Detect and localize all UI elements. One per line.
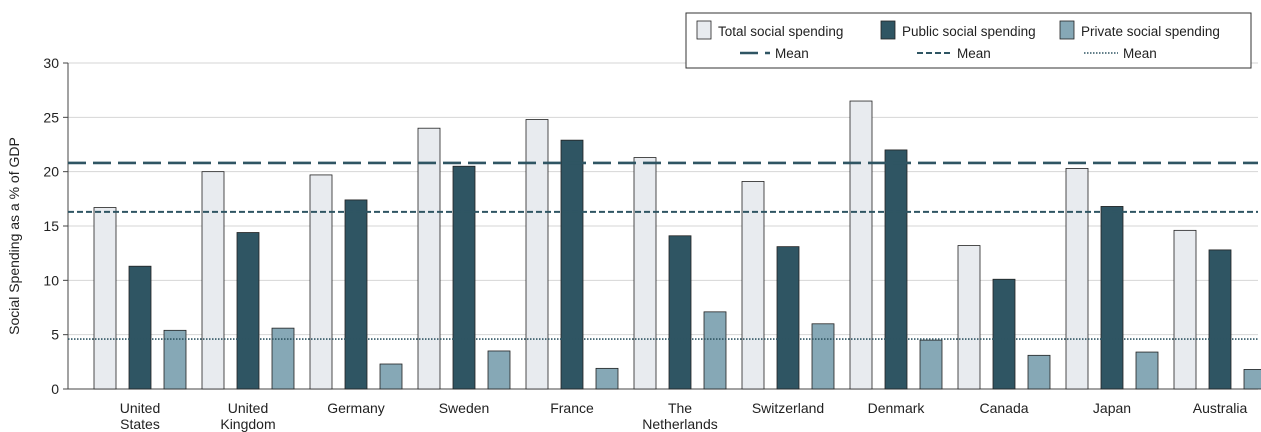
legend-mean-label: Mean <box>1123 46 1157 61</box>
bar-total <box>849 100 873 390</box>
y-tick-label: 0 <box>51 381 59 397</box>
x-category-label-line: Kingdom <box>220 416 275 432</box>
bar-private <box>379 363 403 390</box>
x-category-label-line: The <box>668 400 692 416</box>
x-category-label: Denmark <box>868 400 926 416</box>
y-tick-label: 30 <box>43 55 59 71</box>
x-category-label: France <box>550 400 594 416</box>
y-tick-label: 25 <box>43 109 59 125</box>
y-tick-label: 20 <box>43 164 59 180</box>
bar-public <box>668 235 692 390</box>
x-category-label: Sweden <box>439 400 490 416</box>
bar-total <box>633 157 657 390</box>
x-category-label-line: Canada <box>979 400 1028 416</box>
x-category-label-line: Switzerland <box>752 400 824 416</box>
x-category-label-line: France <box>550 400 594 416</box>
bar-private <box>1243 369 1261 390</box>
bar-public <box>344 199 368 390</box>
bar-public <box>1100 206 1124 390</box>
x-category-label-line: United <box>120 400 160 416</box>
bar-public <box>776 246 800 390</box>
x-category-label-line: Sweden <box>439 400 490 416</box>
legend-series-label: Total social spending <box>718 24 843 39</box>
x-category-label: United States <box>120 400 160 432</box>
bar-total <box>201 171 225 390</box>
bar-public <box>452 165 476 390</box>
bar-total <box>525 119 549 390</box>
legend-mean-label: Mean <box>775 46 809 61</box>
legend-series-label: Private social spending <box>1081 24 1220 39</box>
bar-public <box>128 265 152 390</box>
bar-total <box>93 207 117 390</box>
x-category-label: Switzerland <box>752 400 824 416</box>
bar-private <box>811 323 835 390</box>
bar-total <box>957 245 981 390</box>
x-category-label-line: States <box>120 416 160 432</box>
legend: Total social spending Public social spend… <box>685 12 1252 69</box>
x-category-label-line: Denmark <box>868 400 926 416</box>
bar-private <box>1135 351 1159 390</box>
bar-total <box>1173 229 1197 390</box>
x-category-label: The Netherlands <box>642 400 718 432</box>
x-category-label: Canada <box>979 400 1028 416</box>
bar-private <box>595 367 619 390</box>
bar-total <box>417 127 441 390</box>
bar-private <box>163 329 187 390</box>
y-axis: 0 5 10 15 20 25 30 <box>43 55 1258 397</box>
bar-total <box>741 181 765 390</box>
bar-public <box>992 278 1016 390</box>
x-category-label-line: Australia <box>1193 400 1248 416</box>
x-category-label-line: Germany <box>327 400 385 416</box>
x-category-label-line: Japan <box>1093 400 1131 416</box>
bar-public <box>236 232 260 390</box>
bar-public <box>884 149 908 390</box>
bar-total <box>309 174 333 390</box>
legend-mean-label: Mean <box>957 46 991 61</box>
bar-public <box>560 139 584 390</box>
bar-private <box>919 339 943 390</box>
bar-private <box>271 327 295 390</box>
x-category-label: Germany <box>327 400 385 416</box>
legend-swatch <box>1059 20 1075 40</box>
bar-private <box>487 350 511 390</box>
y-tick-label: 5 <box>51 327 59 343</box>
y-tick-label: 10 <box>43 272 59 288</box>
y-tick-label: 15 <box>43 218 59 234</box>
mean-lines <box>68 161 1258 340</box>
bar-total <box>1065 168 1089 390</box>
bar-public <box>1208 249 1232 390</box>
legend-box <box>685 12 1252 69</box>
x-category-label: Australia <box>1193 400 1248 416</box>
y-axis-title: Social Spending as a % of GDP <box>6 137 22 335</box>
x-category-label-line: Netherlands <box>642 416 718 432</box>
x-category-label: United Kingdom <box>220 400 275 432</box>
legend-series-label: Public social spending <box>902 24 1036 39</box>
x-category-label: Japan <box>1093 400 1131 416</box>
bar-private <box>1027 354 1051 390</box>
gridlines <box>68 62 1258 336</box>
legend-swatch <box>696 20 712 40</box>
legend-swatch <box>880 20 896 40</box>
bar-private <box>703 311 727 390</box>
x-category-label-line: United <box>228 400 268 416</box>
bars <box>93 100 1261 390</box>
